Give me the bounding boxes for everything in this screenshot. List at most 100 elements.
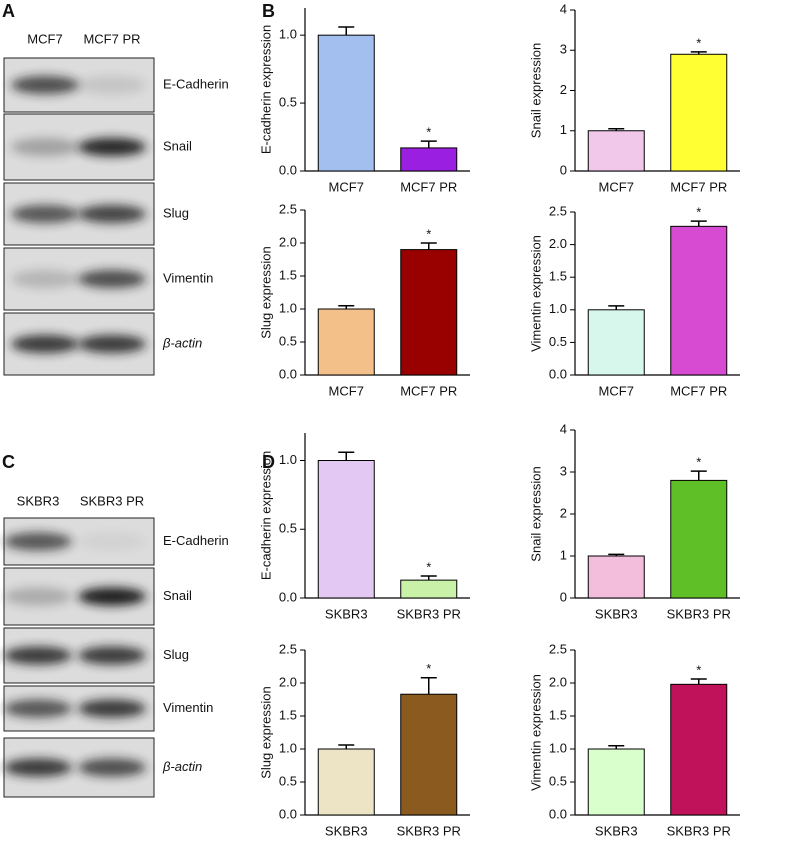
x-tick-label: MCF7 PR <box>670 383 727 398</box>
y-tick-label: 2.0 <box>549 236 567 251</box>
error-bar <box>690 470 707 481</box>
protein-label: Slug <box>163 647 189 662</box>
protein-label: E-Cadherin <box>163 76 229 91</box>
error-bar <box>420 575 437 581</box>
significance: * <box>696 35 701 50</box>
error-bar <box>608 744 625 749</box>
y-tick-label: 2 <box>560 505 567 520</box>
blot-band <box>11 138 79 156</box>
bar <box>587 748 645 816</box>
y-tick-label: 1.0 <box>279 300 297 315</box>
blot-band <box>78 76 146 94</box>
y-tick-label: 0.0 <box>279 162 297 177</box>
y-tick-label: 3 <box>560 463 567 478</box>
y-axis-label: Slug expression <box>258 246 273 339</box>
error-bar <box>420 140 437 148</box>
blot-band <box>11 335 79 353</box>
error-bar <box>690 51 707 55</box>
error-bar <box>420 242 437 250</box>
bar <box>587 555 645 599</box>
bar <box>317 308 375 376</box>
x-tick-label: SKBR3 <box>325 606 368 621</box>
blot-band <box>11 76 79 94</box>
bar <box>400 147 458 172</box>
significance: * <box>696 205 701 220</box>
blot-band <box>78 205 146 223</box>
x-tick-label: SKBR3 <box>325 823 368 838</box>
blot-band <box>78 758 146 777</box>
bar <box>317 748 375 816</box>
y-axis-label: Snail expression <box>528 466 543 561</box>
y-axis-label: Slug expression <box>258 686 273 779</box>
y-tick-label: 2.0 <box>279 674 297 689</box>
y-tick-label: 1.5 <box>549 707 567 722</box>
protein-label: Vimentin <box>163 700 213 715</box>
x-tick-label: MCF7 PR <box>670 179 727 194</box>
blot-band <box>78 587 146 606</box>
lane-label: MCF7 <box>27 31 62 46</box>
y-tick-label: 0.0 <box>279 366 297 381</box>
bar <box>400 579 458 599</box>
error-bar <box>608 127 625 131</box>
bar <box>670 479 728 599</box>
x-tick-label: SKBR3 PR <box>667 823 731 838</box>
y-tick-label: 0.5 <box>279 521 297 536</box>
error-bar <box>690 678 707 685</box>
y-axis-label: Snail expression <box>528 43 543 138</box>
y-tick-label: 1.5 <box>279 267 297 282</box>
panel-label: A <box>2 1 15 21</box>
y-axis-label: Vimentin expression <box>528 674 543 791</box>
bar <box>587 309 645 376</box>
y-tick-label: 0 <box>560 589 567 604</box>
protein-label: β-actin <box>162 335 202 350</box>
y-tick-label: 0.5 <box>549 773 567 788</box>
significance: * <box>426 226 431 241</box>
error-bar <box>338 26 355 36</box>
y-tick-label: 2.0 <box>549 674 567 689</box>
y-tick-label: 1.5 <box>279 707 297 722</box>
x-tick-label: SKBR3 <box>595 606 638 621</box>
y-tick-label: 4 <box>560 421 567 436</box>
y-tick-label: 1 <box>560 122 567 137</box>
panel-label: B <box>262 1 275 21</box>
blot-band <box>11 270 79 288</box>
y-axis-label: Vimentin expression <box>528 235 543 352</box>
blot-band <box>4 532 72 551</box>
significance: * <box>696 455 701 470</box>
significance: * <box>426 125 431 140</box>
x-tick-label: SKBR3 PR <box>667 606 731 621</box>
blot-band <box>78 138 146 156</box>
y-tick-label: 0.0 <box>549 366 567 381</box>
x-tick-label: SKBR3 PR <box>397 823 461 838</box>
y-tick-label: 2.0 <box>279 234 297 249</box>
bar <box>670 683 728 816</box>
significance: * <box>696 662 701 677</box>
y-tick-label: 0.5 <box>279 95 297 110</box>
bar <box>317 34 375 172</box>
bar <box>670 225 728 376</box>
lane-label: SKBR3 PR <box>80 493 144 508</box>
y-tick-label: 2.5 <box>279 201 297 216</box>
y-tick-label: 0.0 <box>549 806 567 821</box>
y-tick-label: 1.0 <box>279 452 297 467</box>
blot-band <box>78 699 146 718</box>
x-tick-label: SKBR3 <box>595 823 638 838</box>
y-tick-label: 1 <box>560 547 567 562</box>
y-tick-label: 2 <box>560 82 567 97</box>
y-tick-label: 4 <box>560 1 567 16</box>
y-tick-label: 2.5 <box>549 203 567 218</box>
blot-band <box>4 758 72 777</box>
x-tick-label: MCF7 <box>329 179 364 194</box>
y-tick-label: 1.0 <box>549 740 567 755</box>
blot-band <box>78 532 146 551</box>
bar <box>587 130 645 172</box>
significance: * <box>426 661 431 676</box>
y-tick-label: 0.5 <box>279 773 297 788</box>
error-bar <box>690 220 707 227</box>
y-tick-label: 0 <box>560 162 567 177</box>
y-tick-label: 0.5 <box>549 334 567 349</box>
protein-label: Snail <box>163 588 192 603</box>
protein-label: Slug <box>163 205 189 220</box>
blot-band <box>78 270 146 288</box>
